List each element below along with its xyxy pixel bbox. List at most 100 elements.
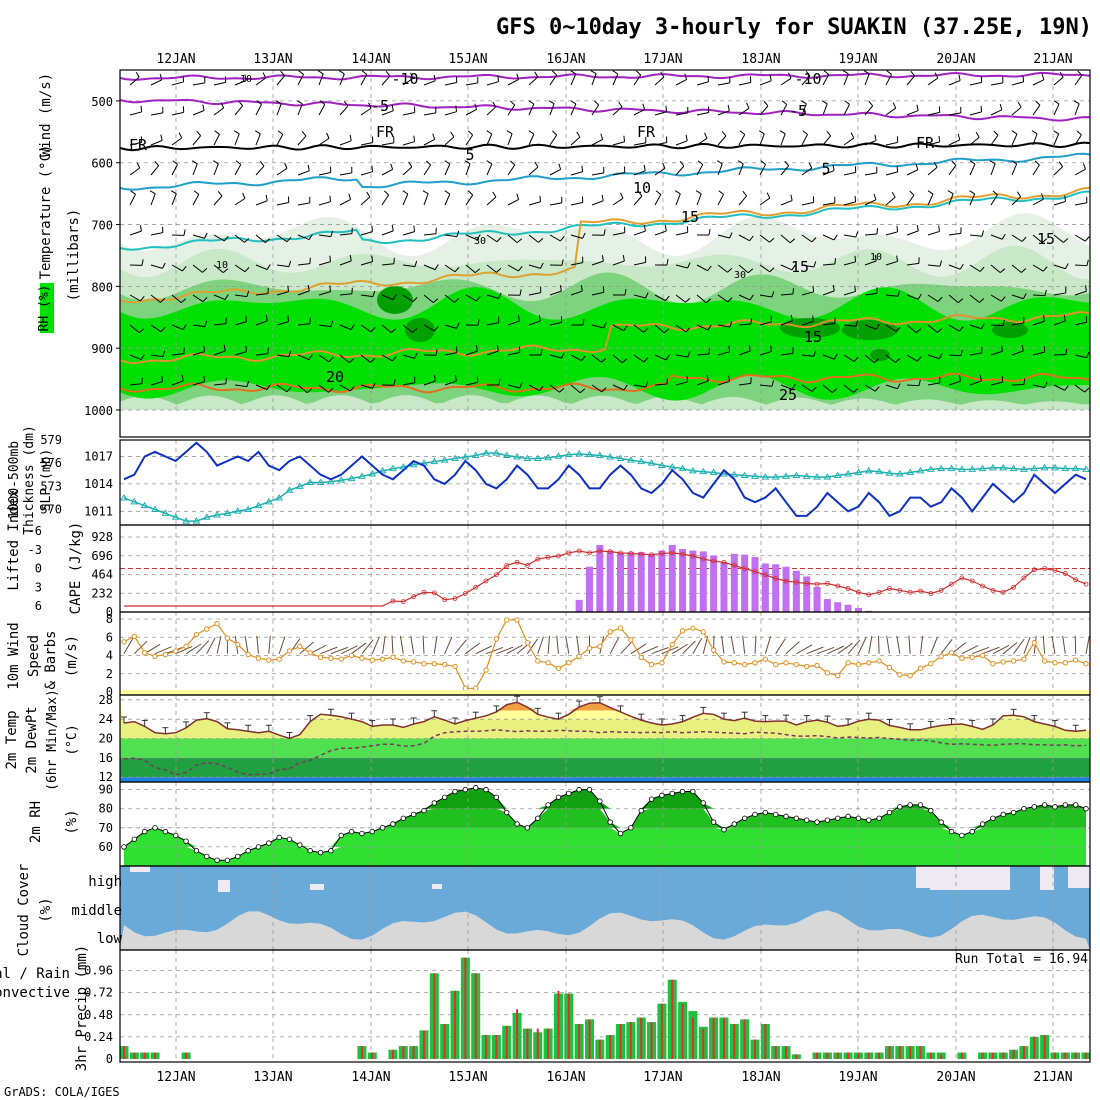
wind-barb (444, 163, 451, 176)
wind-barb (171, 264, 183, 272)
wind-barb-flag (561, 259, 564, 266)
wind-barb-flag (895, 326, 901, 332)
lifted-index-point (742, 566, 748, 571)
wind-barb-flag (695, 190, 702, 195)
wind-barb-flag (666, 258, 669, 266)
precip-convective-bar (412, 1046, 415, 1059)
wind-barb (696, 137, 708, 146)
thickness-point (616, 454, 625, 462)
panel-frame (119, 69, 1091, 438)
wind-barb-flag (476, 295, 481, 302)
wind-barb-flag (873, 193, 877, 200)
lifted-index-point (431, 590, 437, 596)
wind-barb (885, 294, 898, 297)
wind-barb (276, 134, 284, 146)
wind-barb (320, 646, 338, 655)
wind-barb-flag (246, 380, 250, 387)
rh-point (1052, 804, 1058, 810)
wind-barb (654, 194, 662, 206)
wind-barb-flag (823, 70, 830, 75)
wind-barb (234, 384, 247, 388)
lifted-index-point (1052, 567, 1058, 573)
wind-barb-flag (749, 235, 754, 241)
thickness-point (968, 465, 977, 472)
wind-barb (1042, 635, 1046, 654)
thickness-point (895, 470, 904, 477)
rh-point (152, 825, 158, 831)
rh-point (379, 825, 386, 831)
wind-barb (927, 141, 940, 146)
wind-barb-flag (244, 238, 250, 243)
top-date-axis: 12JAN 13JAN 14JAN 15JAN 16JAN 17JAN 18JAN 19JAN… (156, 52, 1072, 67)
wind-barb (549, 134, 558, 146)
wind-barb-flag (643, 327, 649, 333)
rh-point (762, 809, 769, 816)
wind-barb-flag (454, 297, 460, 303)
precip-convective-bar (785, 1046, 788, 1059)
wind-barb-flag (244, 74, 247, 81)
wind-barb (759, 133, 765, 146)
precip-convective-bar (1074, 1052, 1077, 1059)
wind-speed-point (131, 633, 138, 640)
wind-barb (764, 636, 772, 654)
rh-point (121, 844, 127, 850)
wind-barb-flag (1011, 130, 1018, 135)
lifted-index-point (1011, 584, 1016, 590)
wind-barb (969, 324, 982, 330)
rh-point (1083, 806, 1089, 812)
wind-barb (360, 324, 372, 333)
wind-barb-flag (138, 328, 145, 334)
wind-barb-flag (570, 100, 577, 105)
contour-label: 15 (1037, 230, 1055, 248)
rh-point (617, 830, 624, 837)
wind-barb (192, 381, 205, 386)
wind-barb (444, 380, 457, 386)
rh-high-patch (780, 318, 840, 338)
wind-barb-flag (425, 160, 431, 166)
wind-barb (318, 172, 331, 176)
wind-barb-flag (450, 131, 455, 138)
wind-barb (1032, 384, 1045, 389)
precip-convective-bar (629, 1022, 632, 1059)
wind-speed-point (783, 660, 789, 666)
wind-barb-flag (372, 382, 376, 389)
rh-point (1072, 802, 1079, 808)
precip-convective-bar (867, 1052, 870, 1059)
lifted-index-point (462, 591, 468, 596)
wind-barb (822, 135, 832, 146)
wind-barb (654, 230, 667, 236)
wind-barb (150, 193, 156, 206)
wind-barb (822, 170, 835, 176)
date-tick-top: 15JAN (448, 52, 487, 67)
wind-barb (780, 320, 793, 326)
contour-label: 5 (465, 146, 474, 164)
thickness-point (285, 486, 294, 493)
rh-point (369, 828, 375, 835)
wind-barb (738, 382, 751, 386)
wind-barb (759, 321, 772, 326)
wind-barb-flag (874, 254, 877, 261)
lifted-tick-label: 3 (35, 580, 42, 594)
thickness-point (1020, 465, 1028, 472)
wind-barb-flag (280, 70, 286, 77)
wind-barb (507, 78, 519, 86)
wind-barb (620, 640, 634, 655)
clear-sky-patch (432, 884, 442, 889)
wind-barb-flag (1086, 351, 1090, 358)
wind-barb (360, 384, 373, 389)
precip-convective-bar (857, 1052, 860, 1059)
wind-barb (675, 354, 688, 358)
wind-barb-flag (916, 356, 922, 362)
wind-barb-flag (330, 320, 334, 327)
panel-axis-label: Cloud Cover (16, 864, 32, 957)
contour-label: 10 (633, 179, 651, 197)
lifted-index-point (514, 559, 520, 565)
wind-speed-point (379, 656, 386, 662)
wind-barb-flag (329, 255, 332, 262)
wind-barb-flag (287, 315, 290, 322)
wind-barb-flag (873, 358, 880, 363)
cape-bar (668, 544, 676, 612)
wind-barb (927, 193, 934, 206)
wind-barb-flag (1064, 263, 1069, 269)
